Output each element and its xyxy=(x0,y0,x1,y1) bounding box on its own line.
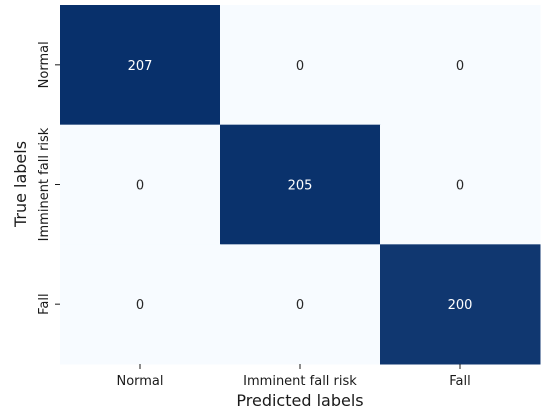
cell-value-label: 0 xyxy=(296,298,304,313)
x-tick-label: Imminent fall risk xyxy=(243,374,357,389)
heatmap-cell xyxy=(380,244,541,365)
y-tick-label: Fall xyxy=(37,293,52,314)
heatmap-cell xyxy=(220,124,381,245)
x-axis-ticks: Normal Imminent fall risk Fall xyxy=(116,364,471,389)
x-axis-title: Predicted labels xyxy=(236,391,363,410)
cell-value-label: 0 xyxy=(136,298,144,313)
cell-value-label: 207 xyxy=(128,59,153,74)
heatmap-cell xyxy=(220,5,381,126)
cell-value-labels: 207 0 0 0 205 0 0 0 200 xyxy=(128,59,473,313)
heatmap-cell xyxy=(60,124,221,245)
cell-value-label: 0 xyxy=(136,179,144,194)
cell-value-label: 0 xyxy=(456,179,464,194)
y-axis-title: True labels xyxy=(11,141,30,228)
cell-value-label: 200 xyxy=(448,298,473,313)
heatmap-cell xyxy=(380,5,541,126)
cell-value-label: 0 xyxy=(456,59,464,74)
cell-value-label: 205 xyxy=(288,179,313,194)
x-tick-label: Fall xyxy=(449,374,470,389)
y-tick-label: Imminent fall risk xyxy=(37,127,52,241)
heatmap-cell xyxy=(60,5,221,126)
heatmap-cell xyxy=(380,124,541,245)
heatmap-cell xyxy=(220,244,381,365)
heatmap-cell xyxy=(60,244,221,365)
y-tick-label: Normal xyxy=(37,41,52,88)
y-axis-ticks: Normal Imminent fall risk Fall xyxy=(37,41,60,315)
heatmap-cells xyxy=(60,5,541,365)
cell-value-label: 0 xyxy=(296,59,304,74)
x-tick-label: Normal xyxy=(116,374,163,389)
